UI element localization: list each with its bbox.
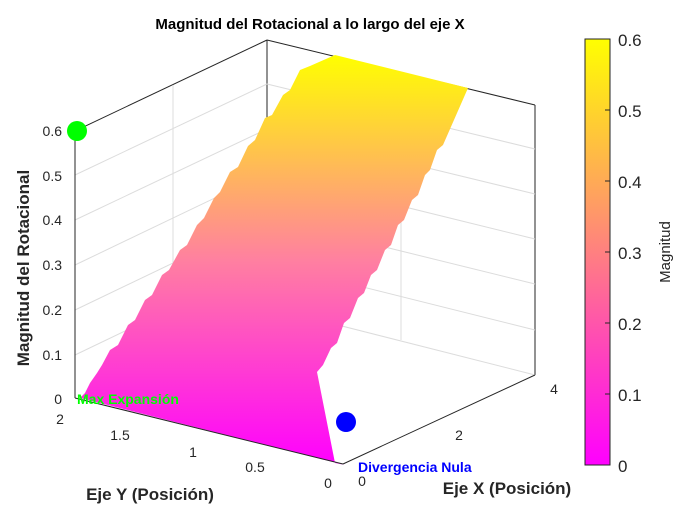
svg-text:0.3: 0.3 xyxy=(43,257,63,273)
svg-text:0: 0 xyxy=(618,457,627,476)
max-expansion-marker xyxy=(67,121,87,141)
svg-text:0.1: 0.1 xyxy=(43,347,63,363)
svg-text:0.3: 0.3 xyxy=(618,244,642,263)
svg-text:0.5: 0.5 xyxy=(618,102,642,121)
colorbar-label: Magnitud xyxy=(657,221,674,283)
surface xyxy=(80,55,468,465)
svg-text:0: 0 xyxy=(54,391,62,407)
axes-front xyxy=(74,131,536,465)
svg-text:2: 2 xyxy=(455,427,463,443)
svg-text:0: 0 xyxy=(324,475,332,491)
x-axis-label: Eje X (Posición) xyxy=(443,479,571,498)
svg-text:4: 4 xyxy=(550,381,558,397)
y-axis-label: Eje Y (Posición) xyxy=(86,485,214,504)
zero-divergence-label: Divergencia Nula xyxy=(358,459,472,475)
svg-text:0.2: 0.2 xyxy=(43,302,63,318)
z-axis-ticks: 0.6 0.5 0.4 0.3 0.2 0.1 0 xyxy=(43,123,63,407)
svg-text:0.5: 0.5 xyxy=(245,459,265,475)
colorbar: 0.6 0.5 0.4 0.3 0.2 0.1 0 Magnitud xyxy=(584,31,674,476)
svg-text:1.5: 1.5 xyxy=(110,427,130,443)
svg-text:2: 2 xyxy=(56,411,64,427)
z-axis-label: Magnitud del Rotacional xyxy=(14,170,33,366)
svg-text:0: 0 xyxy=(358,473,366,489)
chart-title: Magnitud del Rotacional a lo largo del e… xyxy=(155,16,464,33)
svg-text:0.1: 0.1 xyxy=(618,386,642,405)
svg-text:0.2: 0.2 xyxy=(618,315,642,334)
svg-text:0.6: 0.6 xyxy=(43,123,63,139)
svg-text:1: 1 xyxy=(189,444,197,460)
x-axis-ticks: 0 2 4 xyxy=(358,381,558,489)
svg-text:0.5: 0.5 xyxy=(43,168,63,184)
zero-divergence-marker xyxy=(336,412,356,432)
svg-text:0.4: 0.4 xyxy=(43,212,63,228)
y-axis-ticks: 2 1.5 1 0.5 0 xyxy=(56,411,332,491)
max-expansion-label: Max Expansión xyxy=(77,391,179,407)
svg-text:0.4: 0.4 xyxy=(618,173,642,192)
svg-text:0.6: 0.6 xyxy=(618,31,642,50)
